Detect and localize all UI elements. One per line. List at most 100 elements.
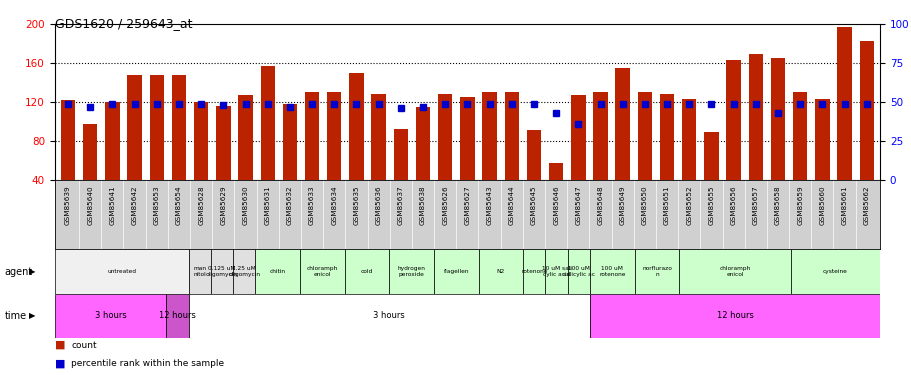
Bar <box>344 249 389 294</box>
Text: GSM85655: GSM85655 <box>708 186 713 225</box>
Text: GSM85648: GSM85648 <box>597 186 603 225</box>
Text: percentile rank within the sample: percentile rank within the sample <box>71 359 224 368</box>
Bar <box>415 107 430 180</box>
Text: 3 hours: 3 hours <box>373 311 404 320</box>
Text: GSM85643: GSM85643 <box>486 186 492 225</box>
Text: count: count <box>71 340 97 350</box>
Text: N2: N2 <box>496 269 505 274</box>
Bar <box>437 94 452 180</box>
Bar <box>504 93 518 180</box>
Bar <box>637 93 651 180</box>
Text: GSM85630: GSM85630 <box>242 186 249 225</box>
Text: time: time <box>5 311 26 321</box>
Text: cold: cold <box>361 269 373 274</box>
Bar <box>703 132 718 180</box>
Bar <box>394 129 407 180</box>
Text: GSM85660: GSM85660 <box>818 186 824 225</box>
Bar <box>679 249 790 294</box>
Bar <box>589 294 879 338</box>
Text: GSM85650: GSM85650 <box>641 186 647 225</box>
Text: GSM85653: GSM85653 <box>154 186 159 225</box>
Bar <box>282 104 297 180</box>
Bar <box>216 106 230 180</box>
Bar <box>238 95 252 180</box>
Bar <box>55 294 166 338</box>
Text: 12 hours: 12 hours <box>716 311 752 320</box>
Text: chloramph
enicol: chloramph enicol <box>719 267 750 277</box>
Text: 100 uM
rotenone: 100 uM rotenone <box>599 267 625 277</box>
Bar <box>681 99 696 180</box>
Text: 12 hours: 12 hours <box>159 311 196 320</box>
Text: GSM85638: GSM85638 <box>420 186 425 225</box>
Text: 10 uM sali
cylic acid: 10 uM sali cylic acid <box>541 267 571 277</box>
Bar <box>261 66 274 180</box>
Bar <box>460 98 474 180</box>
Text: GSM85656: GSM85656 <box>730 186 736 225</box>
Bar <box>793 93 806 180</box>
Text: ▶: ▶ <box>29 311 36 320</box>
Bar <box>527 130 540 180</box>
Text: GSM85642: GSM85642 <box>131 186 138 225</box>
Text: GSM85636: GSM85636 <box>375 186 381 225</box>
Bar <box>570 95 585 180</box>
Text: GSM85661: GSM85661 <box>841 186 846 225</box>
Bar <box>478 249 523 294</box>
Bar <box>434 249 478 294</box>
Bar <box>389 249 434 294</box>
Bar <box>194 102 208 180</box>
Text: GSM85654: GSM85654 <box>176 186 182 225</box>
Text: ■: ■ <box>55 340 66 350</box>
Bar <box>149 75 164 180</box>
Text: GSM85640: GSM85640 <box>87 186 93 225</box>
Bar <box>189 249 210 294</box>
Bar <box>589 249 634 294</box>
Text: GSM85628: GSM85628 <box>198 186 204 225</box>
Text: GSM85637: GSM85637 <box>397 186 404 225</box>
Text: GSM85659: GSM85659 <box>796 186 803 225</box>
Text: 0.125 uM
oligomycin: 0.125 uM oligomycin <box>206 267 238 277</box>
Bar <box>593 93 607 180</box>
Text: GSM85645: GSM85645 <box>530 186 537 225</box>
Bar <box>83 124 97 180</box>
Text: GSM85662: GSM85662 <box>863 186 869 225</box>
Text: GSM85652: GSM85652 <box>685 186 691 225</box>
Bar <box>371 94 385 180</box>
Bar <box>858 41 873 180</box>
Bar <box>770 58 784 180</box>
Text: GDS1620 / 259643_at: GDS1620 / 259643_at <box>55 17 192 30</box>
Text: flagellen: flagellen <box>443 269 468 274</box>
Text: GSM85644: GSM85644 <box>508 186 514 225</box>
Bar <box>166 294 189 338</box>
Text: GSM85634: GSM85634 <box>331 186 337 225</box>
Bar <box>726 60 740 180</box>
Text: norflurazo
n: norflurazo n <box>641 267 671 277</box>
Text: ■: ■ <box>55 359 66 369</box>
Bar <box>349 73 363 180</box>
Bar <box>615 68 630 180</box>
Text: 3 hours: 3 hours <box>95 311 127 320</box>
Text: cysteine: cysteine <box>822 269 847 274</box>
Text: GSM85632: GSM85632 <box>287 186 292 225</box>
Text: GSM85658: GSM85658 <box>774 186 780 225</box>
Bar <box>790 249 879 294</box>
Bar <box>300 249 344 294</box>
Text: 100 uM
salicylic ac: 100 uM salicylic ac <box>562 267 594 277</box>
Bar <box>128 75 141 180</box>
Text: GSM85633: GSM85633 <box>309 186 314 225</box>
Bar <box>255 249 300 294</box>
Text: untreated: untreated <box>107 269 136 274</box>
Text: GSM85626: GSM85626 <box>442 186 447 225</box>
Bar <box>660 94 673 180</box>
Bar <box>814 99 829 180</box>
Bar <box>189 294 589 338</box>
Bar <box>836 27 851 180</box>
Bar <box>210 249 233 294</box>
Text: GSM85657: GSM85657 <box>752 186 758 225</box>
Text: GSM85647: GSM85647 <box>575 186 580 225</box>
Text: GSM85641: GSM85641 <box>109 186 116 225</box>
Bar <box>545 249 568 294</box>
Text: GSM85651: GSM85651 <box>663 186 670 225</box>
Text: GSM85631: GSM85631 <box>264 186 271 225</box>
Text: 1.25 uM
oligomycin: 1.25 uM oligomycin <box>228 267 260 277</box>
Text: GSM85646: GSM85646 <box>553 186 558 225</box>
